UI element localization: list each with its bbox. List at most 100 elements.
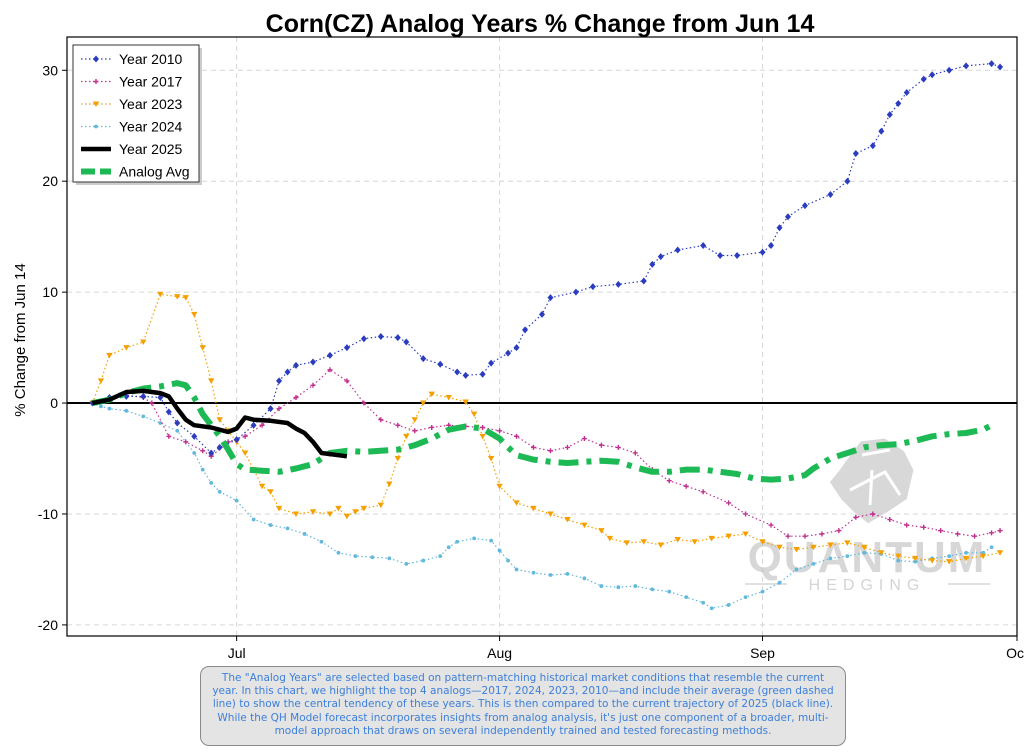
data-point-marker [309,358,316,366]
quantum-hedging-watermark: QUANTUM HEDGING [745,435,990,594]
data-point-marker [377,502,385,509]
data-point-marker [403,433,410,440]
data-point-marker [793,546,800,553]
data-point-marker [726,603,731,607]
data-point-marker [955,531,961,537]
data-point-marker [394,334,401,342]
data-point-marker [547,511,554,517]
data-point-marker [674,536,681,543]
data-point-marker [454,368,461,376]
data-point-marker [208,449,215,457]
y-tick-label: -20 [38,617,58,633]
y-tick-label: 30 [42,62,58,78]
data-point-marker [921,524,927,530]
data-point-marker [326,511,334,517]
data-point-marker [200,448,206,454]
data-point-marker [565,571,570,576]
legend: Year 2010 Year 2017 Year 2023 Year 2024 Year… [72,44,202,185]
data-point-marker [428,391,435,398]
data-point-marker [182,295,189,301]
data-point-marker [912,555,919,562]
note-text: The "Analog Years" are selected based on… [212,672,834,737]
data-point-marker [896,558,901,563]
data-point-marker [404,561,409,566]
data-point-marker [742,531,749,537]
data-point-marker [640,539,647,545]
data-point-marker [275,505,283,512]
data-point-marker [462,371,469,379]
data-point-marker [777,580,782,585]
legend-label: Year 2010 [119,51,183,67]
data-point-marker [497,428,503,434]
data-point-marker [386,481,393,488]
data-point-marker [166,433,172,439]
data-point-marker [327,367,333,373]
data-point-marker [674,246,681,254]
data-point-marker [572,288,579,296]
data-point-marker [250,421,257,429]
x-tick-label: Sep [750,645,775,661]
data-point-marker [141,414,146,419]
data-point-marker [99,404,103,409]
data-point-marker [615,280,622,288]
data-point-marker [259,422,265,428]
data-point-marker [124,408,129,413]
data-point-marker [378,417,384,423]
data-point-marker [581,436,587,442]
data-point-marker [709,606,714,611]
data-point-marker [438,554,443,559]
analog-years-chart: Corn(CZ) Analog Years % Change from Jun … [12,10,1024,661]
data-point-marker [191,311,198,318]
data-point-marker [309,509,317,515]
data-point-marker [514,567,519,572]
data-point-marker [598,442,604,448]
y-tick-label: -10 [38,506,58,522]
data-point-marker [657,253,664,261]
data-point-marker [827,191,834,199]
data-point-marker [988,60,995,68]
data-point-marker [887,517,893,523]
watermark-sub: HEDGING [809,577,926,594]
data-point-marker [776,544,783,551]
data-point-marker [437,360,444,368]
data-point-marker [760,589,765,594]
data-point-marker [903,88,910,96]
data-point-marker [938,528,944,534]
series-lines [89,60,1004,611]
data-point-marker [420,400,427,407]
data-point-marker [513,500,520,506]
data-point-marker [216,417,223,423]
data-point-marker [759,248,766,256]
data-point-marker [106,352,113,359]
data-point-marker [666,478,672,484]
axes: -20 -10 0 10 20 30 Jul Aug Sep Oct [38,62,1024,661]
data-point-marker [479,370,486,378]
data-point-marker [353,554,358,559]
data-point-marker [768,242,775,250]
data-point-marker [209,481,214,485]
x-tick-label: Oct [1006,645,1024,661]
data-point-marker [878,127,885,135]
series-line [91,293,1001,563]
data-point-marker [192,451,197,455]
data-point-marker [403,338,410,346]
data-point-marker [997,528,1003,534]
data-point-marker [649,260,656,268]
legend-label: Year 2017 [119,74,183,90]
data-point-marker [768,522,774,528]
data-point-marker [979,553,987,560]
data-point-marker [446,545,451,550]
legend-label: Year 2023 [119,96,183,112]
y-tick-label: 20 [42,173,58,189]
data-point-marker [759,539,766,545]
data-point-marker [336,550,341,555]
data-point-marker [107,406,112,411]
data-point-marker [895,553,902,560]
data-point-marker [606,535,614,542]
data-point-marker [801,202,808,210]
data-point-marker [489,538,494,543]
data-point-marker [319,539,324,544]
data-point-marker [564,444,570,450]
data-point-marker [547,294,554,302]
y-tick-label: 0 [50,395,58,411]
